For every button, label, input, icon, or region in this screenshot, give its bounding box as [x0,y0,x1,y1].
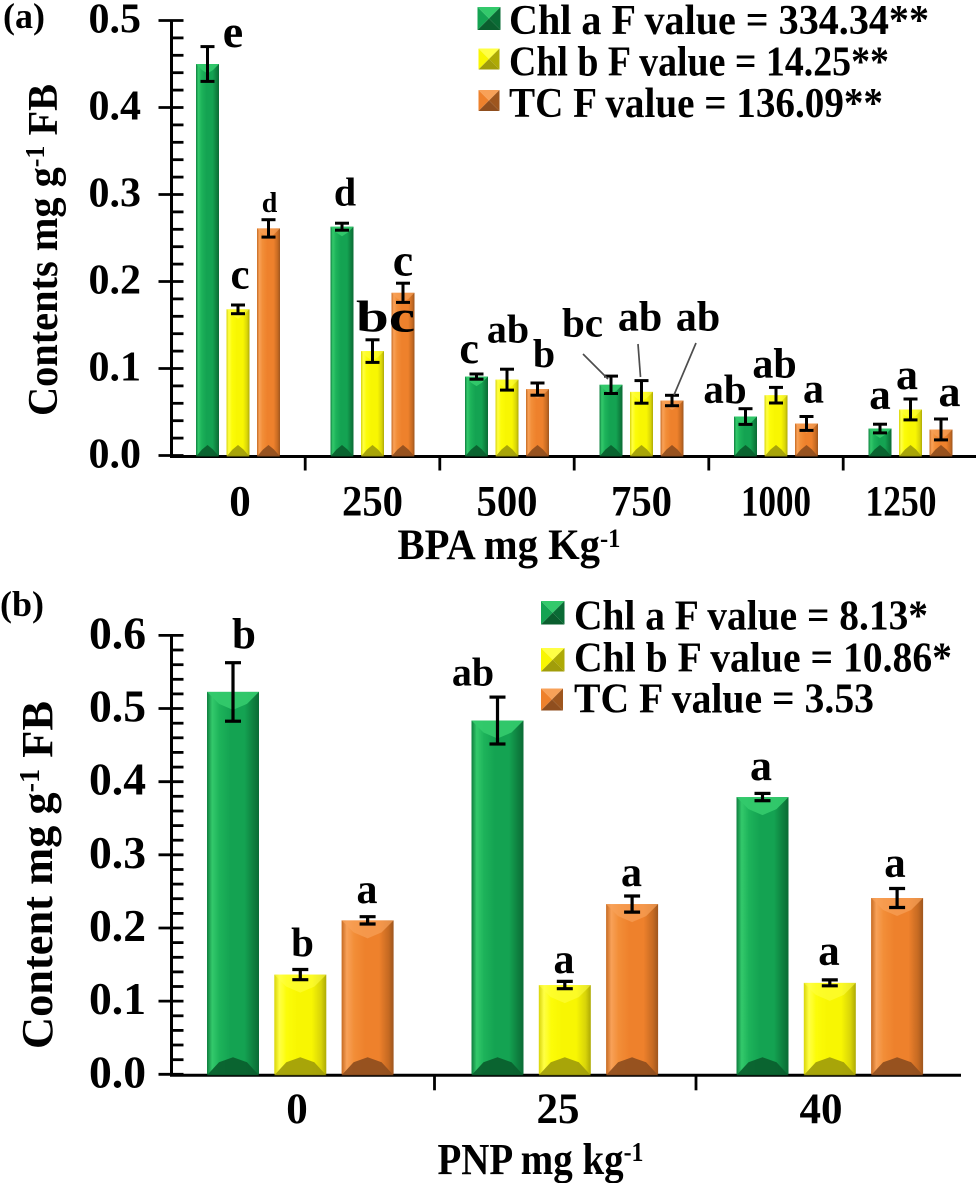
svg-text:Chl b F value = 10.86*: Chl b F value = 10.86* [574,636,952,682]
svg-text:e: e [223,6,243,57]
svg-text:0.3: 0.3 [89,828,146,878]
svg-text:0.0: 0.0 [89,432,142,478]
svg-text:TC F value = 3.53: TC F value = 3.53 [574,677,874,723]
svg-text:ab: ab [452,650,494,695]
svg-text:Chl a F value = 8.13*: Chl a F value = 8.13* [574,594,928,640]
svg-text:ab: ab [752,342,796,388]
svg-text:0.3: 0.3 [89,171,142,217]
svg-text:0.1: 0.1 [89,974,146,1024]
svg-text:a: a [554,937,575,983]
svg-text:ab: ab [703,366,746,412]
svg-text:ab: ab [487,307,529,352]
svg-text:b: b [291,919,314,965]
svg-text:d: d [334,170,356,215]
svg-text:a: a [803,367,824,413]
svg-text:a: a [818,928,840,975]
svg-text:(b): (b) [0,584,44,624]
svg-text:500: 500 [477,479,538,526]
svg-text:0.4: 0.4 [89,755,146,805]
svg-text:Chl a F value = 334.34**: Chl a F value = 334.34** [509,0,929,44]
svg-text:40: 40 [800,1086,843,1133]
svg-text:250: 250 [342,479,403,526]
svg-text:a: a [357,867,378,913]
svg-text:Chl b F value = 14.25**: Chl b F value = 14.25** [509,39,889,85]
svg-text:0.2: 0.2 [89,901,146,951]
svg-text:0.2: 0.2 [89,258,142,304]
svg-text:ab: ab [676,295,720,341]
svg-text:(a): (a) [3,0,45,36]
svg-text:0: 0 [229,479,251,526]
svg-text:BPA mg Kg-1: BPA mg Kg-1 [398,522,621,569]
svg-text:a: a [896,350,918,399]
svg-text:c: c [393,235,413,286]
svg-text:ab: ab [618,295,662,341]
svg-text:a: a [869,372,891,419]
svg-text:0.0: 0.0 [89,1047,146,1097]
svg-text:b: b [232,611,256,658]
svg-text:c: c [459,324,479,373]
svg-text:1000: 1000 [741,479,811,526]
svg-text:TC F value = 136.09**: TC F value = 136.09** [509,81,883,127]
svg-text:a: a [621,850,642,896]
svg-text:0.1: 0.1 [89,345,142,391]
svg-text:0: 0 [286,1086,308,1133]
svg-text:25: 25 [537,1086,580,1133]
svg-text:Content mg g-1 FB: Content mg g-1 FB [13,701,62,1049]
svg-text:0.4: 0.4 [89,84,142,130]
svg-text:0.5: 0.5 [89,682,146,732]
svg-text:bc: bc [356,293,415,342]
svg-text:bc: bc [562,300,603,346]
svg-text:Contents mg g-1 FB: Contents mg g-1 FB [20,84,67,416]
svg-text:a: a [884,840,906,887]
svg-text:a: a [939,367,961,416]
svg-text:PNP mg kg-1: PNP mg kg-1 [438,1135,644,1183]
svg-text:a: a [750,741,772,790]
svg-text:b: b [533,331,555,376]
svg-text:0.5: 0.5 [89,0,142,43]
svg-text:1250: 1250 [866,479,937,526]
svg-text:c: c [230,252,249,299]
svg-text:0.6: 0.6 [89,608,146,658]
svg-text:750: 750 [611,479,672,526]
svg-text:d: d [262,188,278,219]
